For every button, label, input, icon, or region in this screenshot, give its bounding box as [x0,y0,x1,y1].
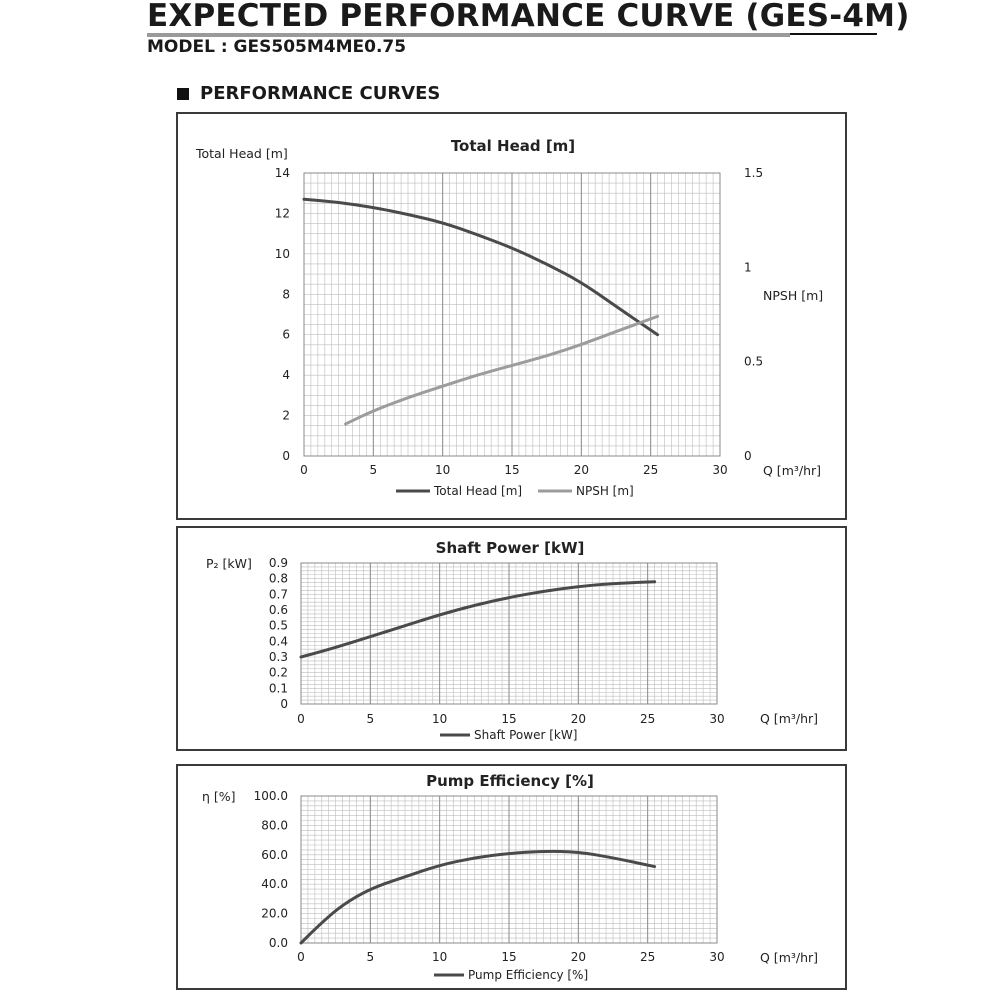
y-tick-label: 20.0 [261,907,288,921]
x-tick-label: 25 [643,463,658,477]
y-tick-label: 0 [280,697,288,711]
shaft-power-chart: Shaft Power [kW] P₂ [kW] Q [m³/hr] 0 5 10 15 20… [206,539,818,742]
total-head-panel: Total Head [m] Total Head [m] Q [m³/hr] 0 5 1… [176,112,847,520]
y2-tick-label: 1 [744,260,752,274]
plot-frame [303,172,721,457]
pump-efficiency-chart-title: Pump Efficiency [%] [426,772,594,790]
y-tick-label: 0.3 [269,650,288,664]
total-head-series-line-0 [302,197,660,337]
x-tick-label: 5 [370,463,378,477]
section-heading: PERFORMANCE CURVES [200,83,441,104]
y-tick-label: 0.5 [269,619,288,633]
y-tick-label: 10 [275,247,290,261]
x-tick-label: 20 [571,712,586,726]
x-tick-label: 0 [297,950,305,964]
pump-efficiency-x-axis-label: Q [m³/hr] [760,950,818,965]
y-tick-label: 40.0 [261,877,288,891]
total-head-chart: Total Head [m] Total Head [m] Q [m³/hr] 0 5 1… [195,137,823,498]
y-tick-label: 14 [275,166,290,180]
x-tick-label: 30 [709,712,724,726]
x-tick-label: 5 [367,950,375,964]
shaft-power-grid [300,562,718,705]
pump-efficiency-grid [300,795,718,944]
y-tick-label: 0 [282,449,290,463]
total-head-x-axis-label: Q [m³/hr] [763,463,821,478]
x-tick-label: 30 [712,463,727,477]
x-tick-label: 10 [435,463,450,477]
x-tick-label: 15 [501,712,516,726]
x-tick-label: 0 [297,712,305,726]
y2-tick-label: 1.5 [744,166,763,180]
square-bullet-icon [177,88,189,100]
y-tick-label: 0.4 [269,634,288,648]
y-tick-label: 60.0 [261,848,288,862]
x-tick-label: 20 [571,950,586,964]
total-head-series-line-1 [344,314,660,426]
plot-frame [300,562,718,705]
title-underline-extension [790,33,877,35]
legend-label: Total Head [m] [433,484,522,498]
shaft-power-y-axis-label: P₂ [kW] [206,556,252,571]
page-title: EXPECTED PERFORMANCE CURVE (GES-4M) [147,0,910,34]
y-tick-label: 100.0 [254,789,288,803]
pump-efficiency-y-axis-label: η [%] [202,789,236,804]
y-tick-label: 6 [282,328,290,342]
x-tick-label: 25 [640,950,655,964]
y2-tick-label: 0.5 [744,355,763,369]
y-tick-label: 8 [282,287,290,301]
model-label: MODEL : GES505M4ME0.75 [147,37,407,57]
pump-efficiency-series-line-0 [299,849,657,945]
total-head-y2-axis-label: NPSH [m] [763,288,823,303]
x-tick-label: 30 [709,950,724,964]
x-tick-label: 25 [640,712,655,726]
y2-tick-label: 0 [744,449,752,463]
title-underline [147,33,790,37]
x-tick-label: 5 [367,712,375,726]
shaft-power-x-axis-label: Q [m³/hr] [760,711,818,726]
y-tick-label: 0.8 [269,572,288,586]
x-tick-label: 20 [574,463,589,477]
y-tick-label: 0.0 [269,936,288,950]
y-tick-label: 0.2 [269,666,288,680]
legend-label: NPSH [m] [576,484,634,498]
shaft-power-series-line-0 [299,580,657,659]
x-tick-label: 10 [432,950,447,964]
shaft-power-panel: Shaft Power [kW] P₂ [kW] Q [m³/hr] 0 5 10 15 20… [176,526,847,751]
y-tick-label: 2 [282,409,290,423]
plot-frame [300,795,718,944]
x-tick-label: 0 [300,463,308,477]
pump-efficiency-panel: Pump Efficiency [%] η [%] Q [m³/hr] 0 5 10 15 2… [176,764,847,990]
legend-label: Pump Efficiency [%] [468,968,588,982]
y-tick-label: 0.9 [269,556,288,570]
x-tick-label: 15 [501,950,516,964]
y-tick-label: 0.7 [269,587,288,601]
total-head-grid [303,172,721,457]
y-tick-label: 80.0 [261,818,288,832]
y-tick-label: 12 [275,206,290,220]
total-head-y-axis-label: Total Head [m] [195,146,288,161]
y-tick-label: 0.6 [269,603,288,617]
shaft-power-chart-title: Shaft Power [kW] [436,539,585,557]
x-tick-label: 15 [504,463,519,477]
y-tick-label: 4 [282,368,290,382]
legend-label: Shaft Power [kW] [474,728,577,742]
total-head-chart-title: Total Head [m] [451,137,575,155]
x-tick-label: 10 [432,712,447,726]
y-tick-label: 0.1 [269,681,288,695]
pump-efficiency-chart: Pump Efficiency [%] η [%] Q [m³/hr] 0 5 10 15 2… [202,772,818,982]
